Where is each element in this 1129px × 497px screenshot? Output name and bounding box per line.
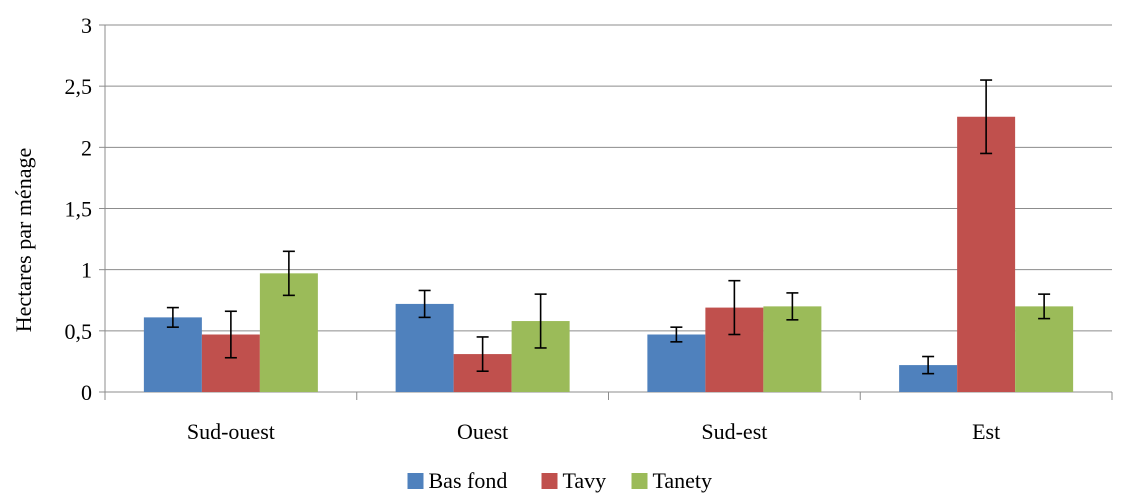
x-tick-label: Ouest: [457, 419, 508, 444]
legend-label: Tavy: [563, 468, 607, 493]
bar-bas-fond: [144, 317, 202, 392]
y-tick-label: 2: [81, 135, 92, 160]
legend: Bas fond Tavy Tanety: [408, 468, 713, 493]
x-tick-label: Sud-ouest: [187, 419, 275, 444]
y-axis-title: Hectares par ménage: [11, 148, 36, 332]
x-tick-label: Est: [972, 419, 1000, 444]
legend-label: Tanety: [653, 468, 713, 493]
y-tick-label: 3: [81, 13, 92, 38]
y-tick-label: 1: [81, 258, 92, 283]
y-tick-label: 0: [81, 380, 92, 405]
legend-item: Tavy: [542, 468, 607, 493]
legend-item: Tanety: [632, 468, 713, 493]
legend-swatch: [632, 473, 648, 489]
y-tick-label: 1,5: [65, 197, 93, 222]
legend-item: Bas fond: [408, 468, 508, 493]
y-tick-label: 0,5: [65, 319, 93, 344]
bar-tavy: [957, 117, 1015, 392]
y-tick-label: 2,5: [65, 74, 93, 99]
legend-swatch: [542, 473, 558, 489]
legend-swatch: [408, 473, 424, 489]
bar-bas-fond: [647, 335, 705, 392]
x-tick-label: Sud-est: [701, 419, 767, 444]
bars: [144, 117, 1073, 392]
legend-label: Bas fond: [429, 468, 508, 493]
